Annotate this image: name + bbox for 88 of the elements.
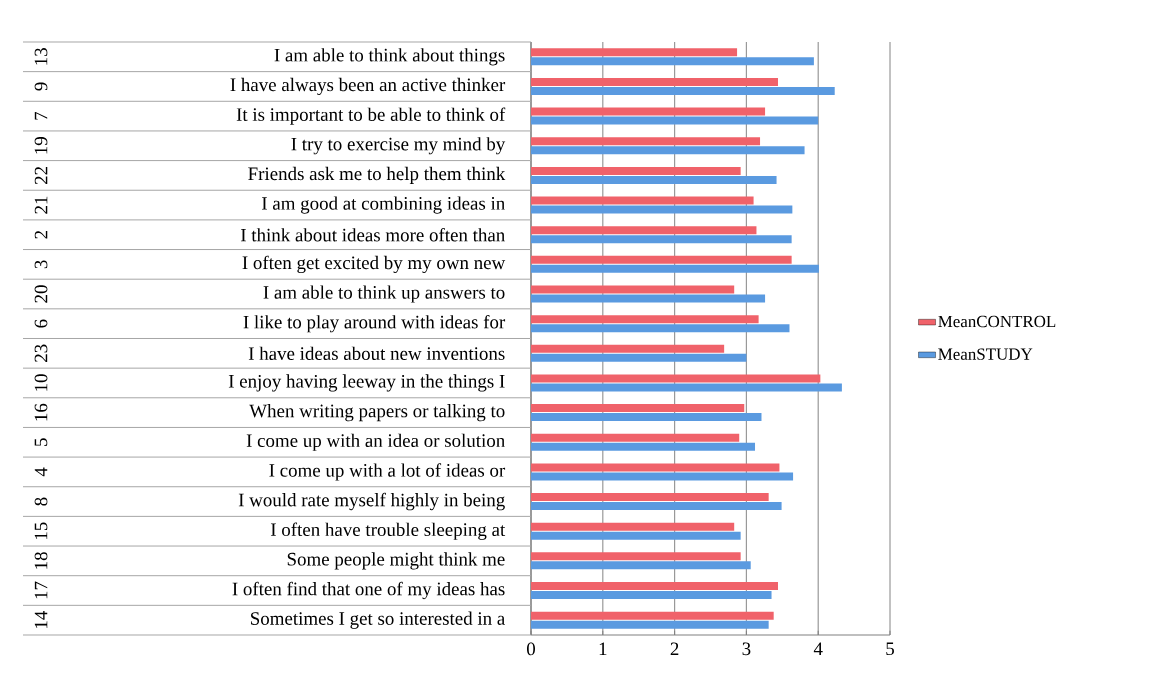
y-tick-label: I have always been an active thinker (230, 77, 506, 96)
bar (531, 146, 805, 155)
text: 21 (34, 196, 48, 214)
bar (531, 285, 735, 294)
text: 8 (34, 497, 48, 506)
bar (531, 107, 766, 116)
bar (531, 522, 735, 531)
y-tick-label: Some people might think me (287, 552, 505, 570)
text: 20 (34, 285, 48, 303)
bar (531, 235, 792, 244)
bar (531, 294, 766, 303)
bar (531, 552, 741, 561)
y-tick-label: It is important to be able to think of (236, 107, 506, 125)
y-tick-label: I like to play around with ideas for (243, 314, 506, 333)
text: 2 (34, 231, 48, 239)
bar (531, 324, 790, 333)
text: 15 (34, 522, 48, 540)
bar (531, 413, 762, 422)
bar (531, 48, 738, 57)
text: 9 (34, 82, 48, 91)
bar (531, 116, 819, 125)
bar (531, 196, 754, 205)
x-tick-label: 2 (670, 642, 679, 656)
bar (531, 463, 780, 472)
text: 6 (34, 319, 48, 328)
y-tick-label: I often find that one of my ideas has (232, 581, 505, 600)
bar (531, 442, 756, 451)
x-tick-label: 0 (526, 642, 536, 656)
y-tick-label: I come up with an idea or solution (246, 433, 505, 451)
bar (531, 344, 725, 353)
bar (531, 531, 741, 540)
y-tick-label: I would rate myself highly in being (238, 492, 505, 511)
text: 14 (34, 611, 48, 628)
bar (531, 561, 751, 570)
bar (531, 57, 814, 66)
x-tick-label: 1 (599, 642, 607, 656)
bar (531, 591, 772, 600)
bar (531, 264, 819, 273)
bar (531, 502, 782, 511)
text: 13 (34, 48, 48, 65)
text: 22 (34, 167, 48, 185)
y-tick-label: I am able to think about things (274, 48, 505, 66)
bar (531, 175, 777, 184)
bar (531, 315, 759, 324)
text: 18 (34, 552, 48, 569)
bar (531, 493, 769, 502)
y-tick-label: I often have trouble sleeping at (270, 522, 506, 540)
text: 7 (34, 111, 48, 120)
y-tick-label: Friends ask me to help them think (248, 166, 506, 184)
bar (531, 472, 794, 481)
y-tick-label: I am able to think up answers to (263, 285, 505, 303)
bar (531, 255, 792, 264)
text: 4 (34, 467, 48, 477)
y-tick-label: I have ideas about new inventions (248, 346, 505, 360)
bar (531, 166, 741, 175)
text: 10 (34, 374, 48, 391)
y-tick-label: I come up with a lot of ideas or (269, 463, 506, 481)
text: 19 (34, 137, 48, 154)
y-tick-label: I often get excited by my own new (242, 255, 506, 274)
bar (531, 137, 761, 146)
bar (531, 353, 747, 362)
bar (531, 226, 757, 235)
text: 17 (34, 581, 48, 599)
bar (531, 205, 793, 214)
y-tick-label: Sometimes I get so interested in a (251, 611, 505, 629)
x-tick-label: 5 (886, 642, 894, 656)
text: 16 (34, 403, 48, 421)
bar (531, 620, 769, 629)
bar (531, 86, 835, 95)
y-tick-label: I think about ideas more often than (240, 227, 505, 242)
bar (531, 611, 774, 620)
text: 3 (34, 260, 48, 269)
legend-label: MeanSTUDY (938, 348, 1033, 360)
bar (531, 433, 740, 442)
text: 23 (34, 344, 48, 362)
x-tick-label: 4 (813, 642, 823, 655)
bar (531, 404, 745, 413)
bar (531, 374, 821, 383)
y-tick-label: I enjoy having leeway in the things I (228, 374, 505, 392)
bar (531, 582, 778, 591)
bar (531, 383, 842, 392)
y-tick-label: I try to exercise my mind by (291, 137, 506, 155)
x-tick-label: 3 (742, 642, 751, 656)
legend-label: MeanCONTROL (938, 315, 1056, 328)
bar (531, 77, 778, 86)
text: 5 (34, 438, 48, 446)
y-tick-label: I am good at combining ideas in (262, 196, 505, 214)
y-tick-label: When writing papers or talking to (249, 404, 505, 422)
